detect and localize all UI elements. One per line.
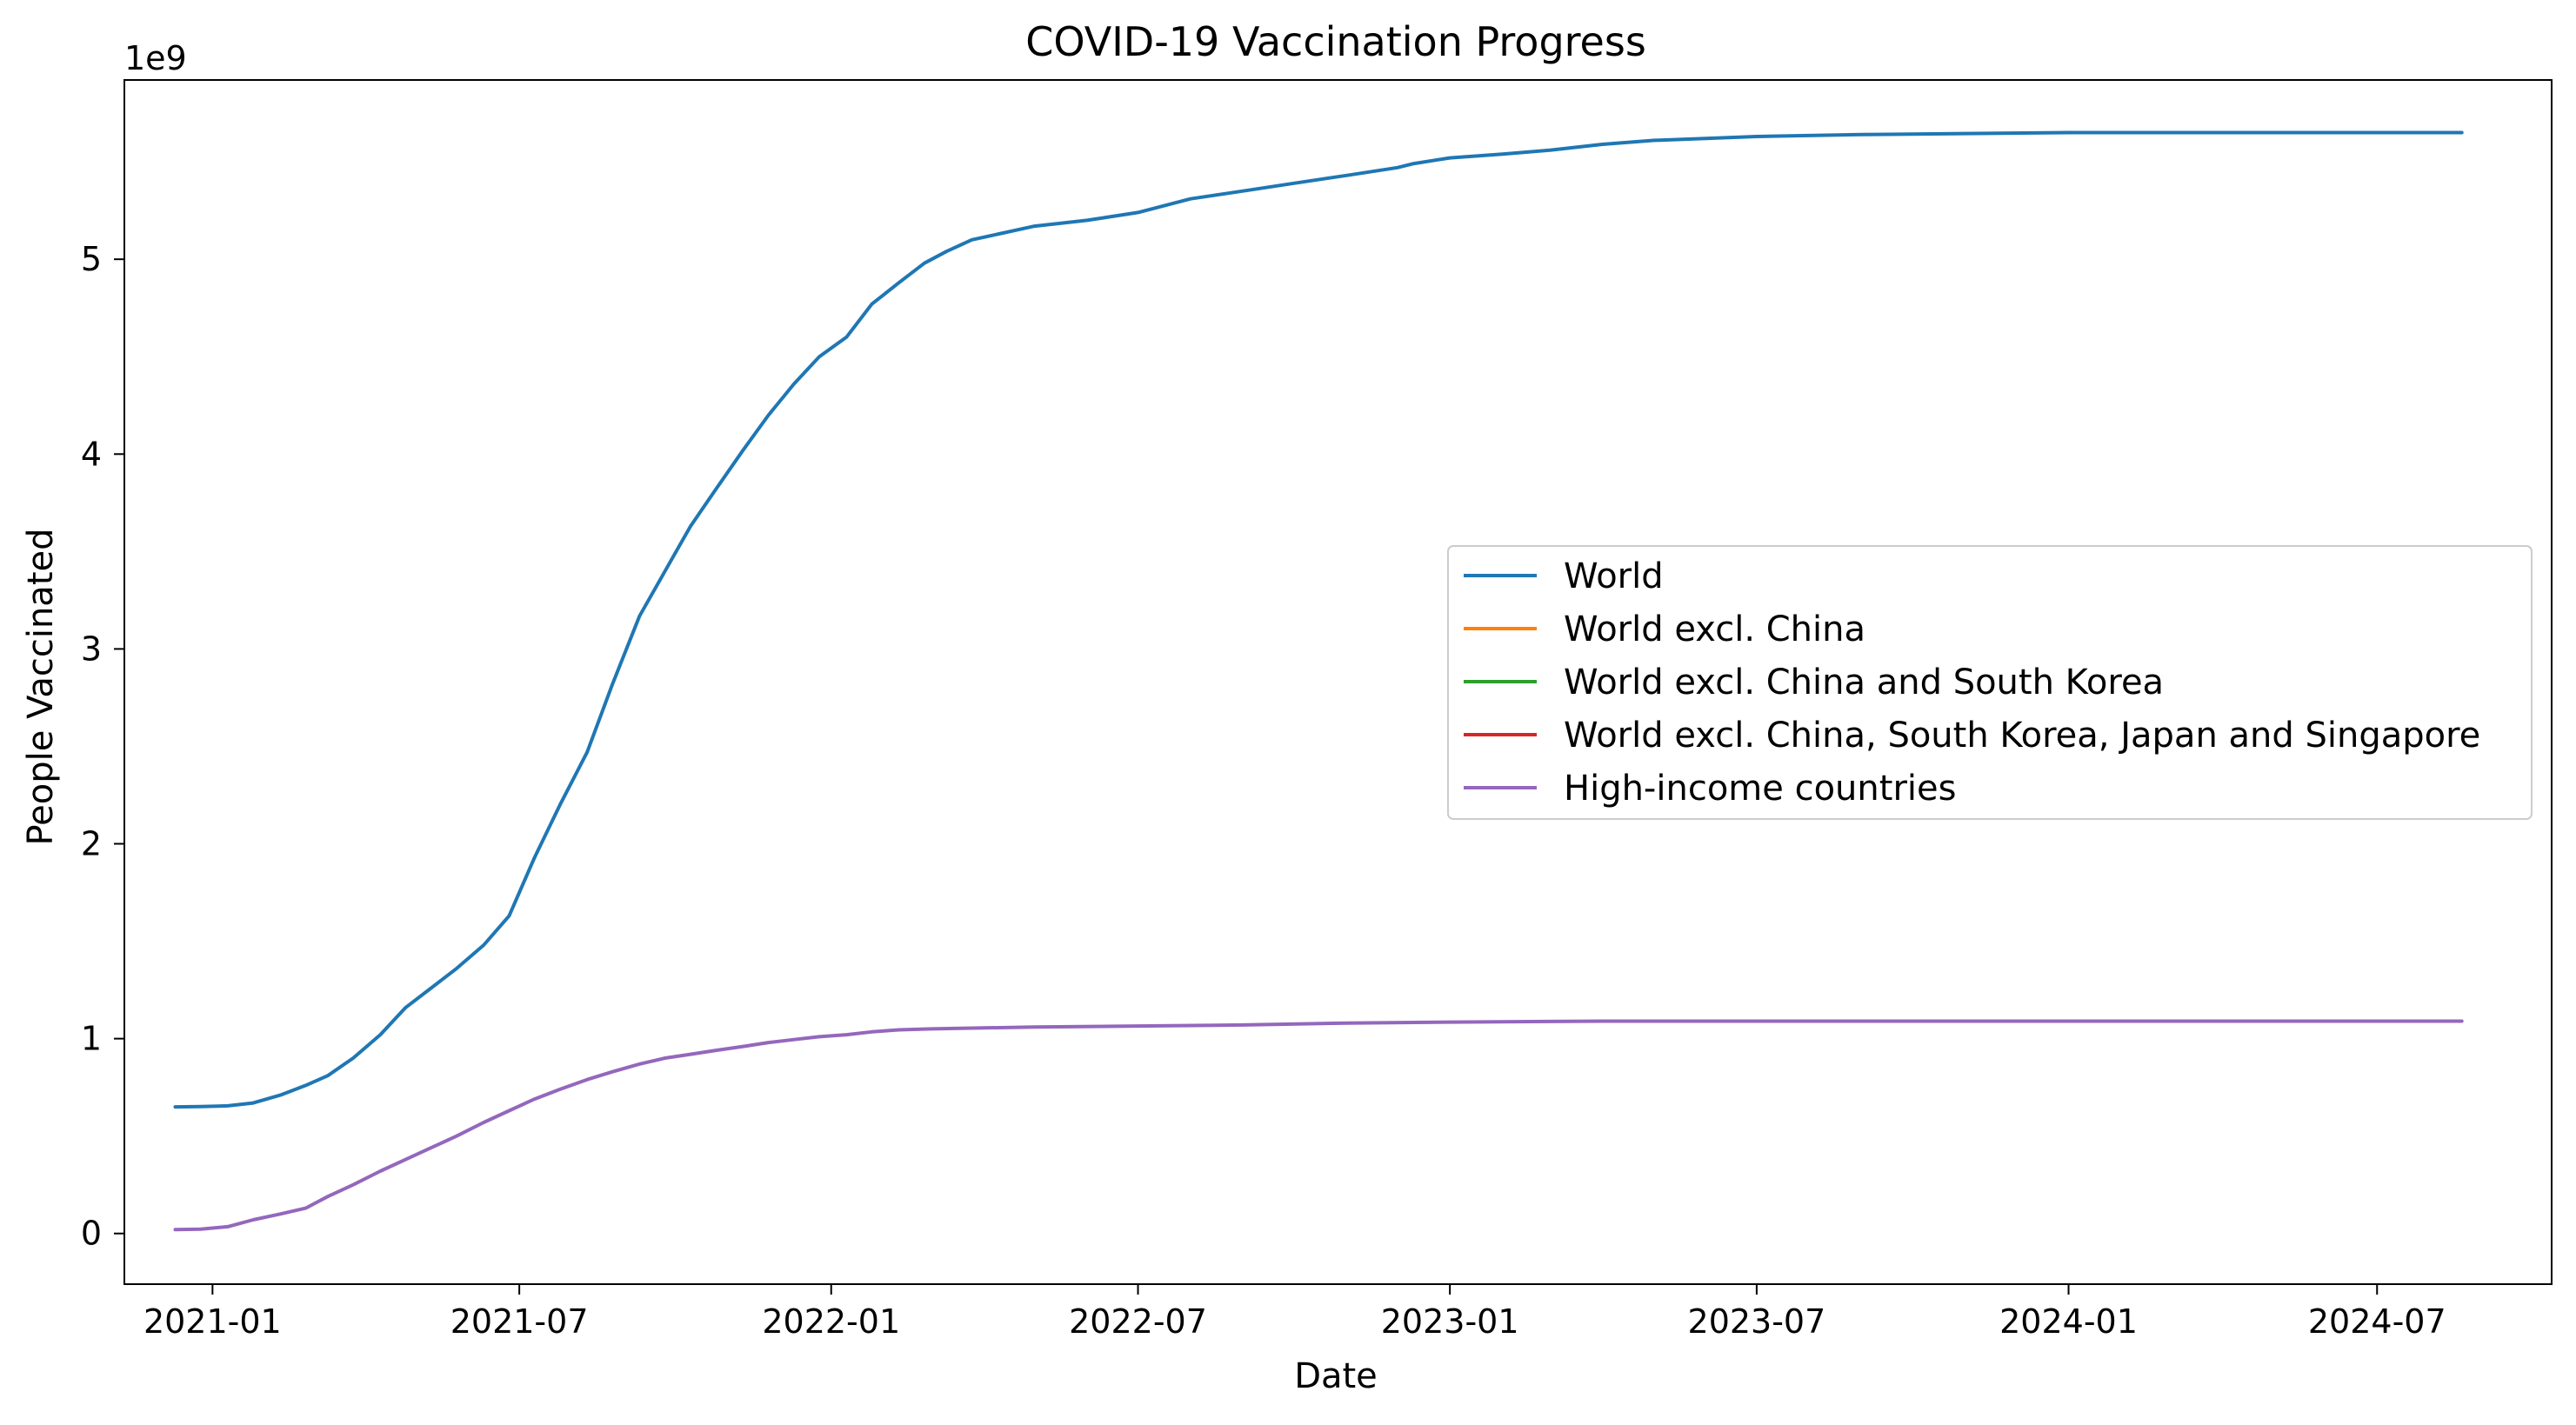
x-tick-label: 2022-01 xyxy=(762,1302,900,1341)
x-tick-label: 2022-07 xyxy=(1069,1302,1207,1341)
y-tick-label: 3 xyxy=(81,629,102,668)
y-tick-label: 1 xyxy=(81,1020,102,1058)
legend-box xyxy=(1447,545,2533,820)
x-tick-label: 2024-07 xyxy=(2308,1302,2446,1341)
x-tick-label: 2021-01 xyxy=(143,1302,282,1341)
axes: 2021-01 2021-07 2022-01 2022-07 2023-01 2023-… xyxy=(81,79,2553,1341)
legend-label-0: World xyxy=(1564,556,1664,596)
x-axis-label: Date xyxy=(1294,1356,1378,1396)
y-tick-label: 4 xyxy=(81,435,102,473)
axes-frame xyxy=(123,79,2553,1285)
y-tick-label: 0 xyxy=(81,1215,102,1253)
legend-label-4: High-income countries xyxy=(1564,769,1956,809)
x-tick-label: 2021-07 xyxy=(450,1302,589,1341)
plot-area xyxy=(173,130,2464,1232)
chart-title: COVID-19 Vaccination Progress xyxy=(1025,18,1646,65)
legend-label-2: World excl. China and South Korea xyxy=(1564,663,2164,703)
x-tick-label: 2023-07 xyxy=(1688,1302,1826,1341)
series-line-0 xyxy=(173,130,2464,1109)
x-tick-label: 2023-01 xyxy=(1381,1302,1519,1341)
y-axis-label: People Vaccinated xyxy=(21,528,61,845)
series-line-4 xyxy=(173,1019,2464,1232)
legend-label-1: World excl. China xyxy=(1564,609,1865,649)
legend-label-3: World excl. China, South Korea, Japan an… xyxy=(1564,716,2480,756)
legend: World World excl. China World excl. China … xyxy=(1447,545,2533,820)
x-tick-label: 2024-01 xyxy=(1999,1302,2138,1341)
y-tick-label: 2 xyxy=(81,825,102,863)
y-tick-label: 5 xyxy=(81,240,102,278)
y-axis-offset-label: 1e9 xyxy=(124,39,187,77)
